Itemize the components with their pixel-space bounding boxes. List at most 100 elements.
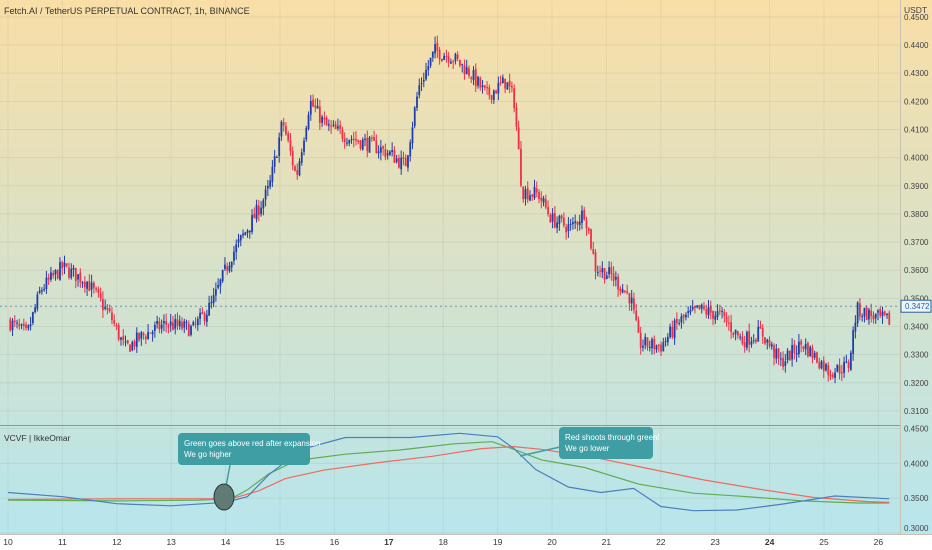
candle-body	[169, 321, 172, 326]
indicator-tick-label: 0.3500	[904, 494, 929, 503]
candle-body	[199, 312, 201, 319]
candle-body	[151, 331, 154, 335]
candle-body	[36, 294, 39, 309]
candle-body	[278, 137, 281, 156]
candle-body	[434, 44, 436, 54]
candle-body	[294, 166, 296, 171]
candle-body	[418, 85, 421, 96]
candle-body	[228, 265, 231, 272]
candle-body	[694, 305, 696, 308]
candle-body	[52, 272, 55, 276]
price-tick-label: 0.3200	[904, 379, 929, 388]
candle-body	[404, 158, 407, 167]
candle-body	[111, 312, 113, 321]
candle-body	[456, 54, 459, 59]
currency-label: USDT	[904, 5, 927, 15]
candle-body	[838, 365, 841, 374]
candle-body	[802, 346, 805, 349]
candle-body	[416, 96, 418, 108]
candle-body	[187, 323, 190, 337]
candle-body	[585, 220, 588, 229]
grid-lines	[0, 0, 900, 534]
candle-body	[648, 347, 651, 349]
candle-body	[497, 82, 500, 94]
candle-body	[795, 353, 798, 355]
callout-pointer	[519, 446, 561, 457]
callout-line-2: We go higher	[184, 450, 232, 459]
candle-body	[104, 306, 107, 309]
candle-body	[601, 268, 604, 273]
candle-body	[736, 331, 739, 336]
candle-body	[608, 267, 610, 275]
candle-body	[730, 322, 733, 332]
candle-body	[630, 297, 633, 304]
last-price: 0.3472	[905, 302, 930, 311]
callout-line-1: Red shoots through green!	[565, 433, 660, 442]
candle-body	[883, 311, 886, 315]
candle-body	[599, 270, 601, 272]
candle-body	[364, 138, 366, 141]
candle-body	[65, 263, 68, 266]
indicator-tick-label: 0.4500	[904, 424, 929, 433]
candle-body	[520, 148, 522, 186]
candle-body	[56, 270, 59, 279]
candle-body	[506, 82, 509, 90]
candle-body	[610, 267, 613, 275]
candle-body	[135, 332, 138, 347]
candle-body	[303, 140, 305, 152]
candle-body	[499, 82, 502, 84]
candle-body	[144, 336, 147, 340]
candle-body	[809, 346, 812, 357]
candle-body	[852, 330, 855, 354]
candle-body	[540, 197, 543, 201]
candle-body	[18, 324, 21, 327]
candle-body	[172, 322, 174, 330]
candle-body	[20, 324, 23, 326]
candle-body	[273, 156, 276, 167]
candle-body	[619, 288, 622, 292]
time-axis[interactable]: 10 11 12 13 14 15 16 17 18 19 20 21 22 23 24 25 26	[0, 534, 932, 550]
candle-body	[797, 341, 800, 355]
candle-body	[734, 329, 737, 334]
candle-body	[723, 311, 726, 317]
time-tick-label: 20	[547, 537, 557, 547]
crossover-marker	[213, 483, 235, 511]
candle-body	[79, 272, 82, 283]
candle-body	[565, 226, 568, 233]
candle-body	[874, 313, 877, 319]
candle-body	[590, 229, 592, 249]
candle-body	[845, 361, 848, 363]
candle-body	[793, 344, 796, 354]
candle-body	[490, 95, 493, 100]
candle-body	[409, 142, 412, 157]
candle-body	[314, 105, 317, 108]
candle-body	[682, 314, 685, 318]
indicator-axis[interactable]: 0.4500 0.4000 0.3500 0.3000	[904, 424, 929, 533]
candle-body	[183, 321, 186, 328]
candle-body	[531, 194, 534, 197]
candle-body	[617, 276, 620, 290]
candle-body	[375, 140, 378, 153]
candle-body	[743, 342, 746, 348]
candle-body	[395, 158, 398, 162]
candle-body	[97, 289, 100, 293]
candle-body	[402, 157, 405, 159]
price-axis[interactable]: 0.4500 0.4400 0.4300 0.4200 0.4100 0.4000 0.39…	[904, 13, 929, 416]
candle-body	[323, 117, 326, 120]
time-tick-label: 13	[166, 537, 176, 547]
candle-body	[447, 56, 450, 63]
candle-body	[214, 289, 217, 296]
last-price-tag: 0.3472	[900, 299, 932, 313]
candle-body	[739, 336, 742, 338]
candle-body	[863, 307, 866, 317]
candle-body	[337, 126, 339, 129]
candle-body	[750, 341, 753, 345]
price-tick-label: 0.4100	[904, 125, 929, 134]
indicator-tick-label: 0.4000	[904, 459, 929, 468]
candle-body	[43, 288, 46, 290]
candle-body	[70, 268, 73, 278]
candle-body	[696, 305, 699, 308]
candle-body	[398, 157, 400, 168]
candle-body	[361, 139, 364, 150]
